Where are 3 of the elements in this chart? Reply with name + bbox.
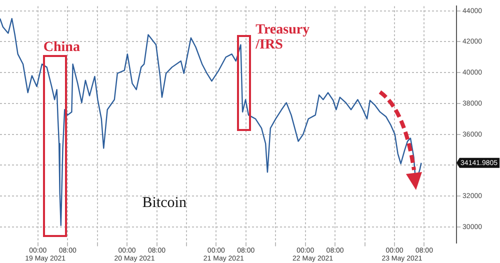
annotation: Treasury /IRS xyxy=(254,22,310,52)
annotation: Bitcoin xyxy=(142,195,187,212)
annotation: China xyxy=(43,40,80,56)
